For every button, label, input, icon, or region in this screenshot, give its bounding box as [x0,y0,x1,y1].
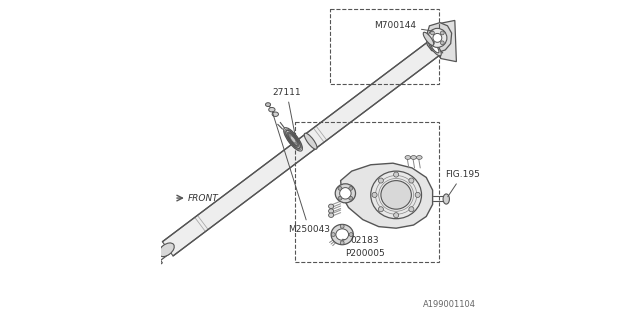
Text: FRONT: FRONT [188,194,218,203]
Ellipse shape [349,196,353,200]
Ellipse shape [288,133,298,146]
Ellipse shape [433,33,442,42]
Ellipse shape [338,196,342,200]
Polygon shape [340,163,433,228]
Ellipse shape [431,43,439,53]
Ellipse shape [134,269,141,275]
Ellipse shape [272,112,278,116]
Ellipse shape [431,31,435,35]
Ellipse shape [440,31,444,35]
Ellipse shape [335,184,356,203]
Bar [294,122,439,261]
Ellipse shape [328,209,333,213]
Ellipse shape [394,213,399,218]
Ellipse shape [340,188,351,199]
Ellipse shape [284,128,303,151]
Ellipse shape [371,171,422,219]
Ellipse shape [394,172,399,177]
Ellipse shape [340,241,344,245]
Ellipse shape [349,233,353,236]
Text: FIG.195: FIG.195 [445,170,480,197]
Ellipse shape [285,130,300,148]
Text: M700144: M700144 [374,21,433,31]
Ellipse shape [340,224,344,228]
Ellipse shape [328,204,333,209]
Ellipse shape [409,207,414,212]
Ellipse shape [423,32,434,45]
Ellipse shape [336,229,349,240]
Bar [330,9,439,84]
Ellipse shape [332,233,335,236]
Ellipse shape [338,187,342,190]
Ellipse shape [349,187,353,190]
Polygon shape [439,20,456,62]
Ellipse shape [428,40,442,56]
Ellipse shape [331,224,353,245]
Ellipse shape [372,192,377,197]
Ellipse shape [159,243,174,257]
Polygon shape [163,39,443,256]
Ellipse shape [428,28,447,47]
Ellipse shape [405,156,411,159]
Ellipse shape [417,156,422,159]
Ellipse shape [381,180,412,209]
Ellipse shape [304,133,317,149]
Ellipse shape [378,178,383,183]
Ellipse shape [378,207,383,212]
Text: 27111: 27111 [273,88,301,135]
Ellipse shape [266,103,271,107]
Ellipse shape [269,108,275,112]
Polygon shape [426,23,452,52]
Ellipse shape [411,156,417,159]
Text: 02183: 02183 [342,236,379,245]
Ellipse shape [328,213,333,217]
Ellipse shape [440,41,444,45]
Text: M250043: M250043 [272,112,330,234]
Ellipse shape [431,41,435,45]
Polygon shape [135,250,163,276]
Text: A199001104: A199001104 [422,300,476,309]
Ellipse shape [443,194,449,204]
Ellipse shape [409,178,414,183]
Ellipse shape [415,192,420,197]
Text: P200005: P200005 [345,249,385,258]
